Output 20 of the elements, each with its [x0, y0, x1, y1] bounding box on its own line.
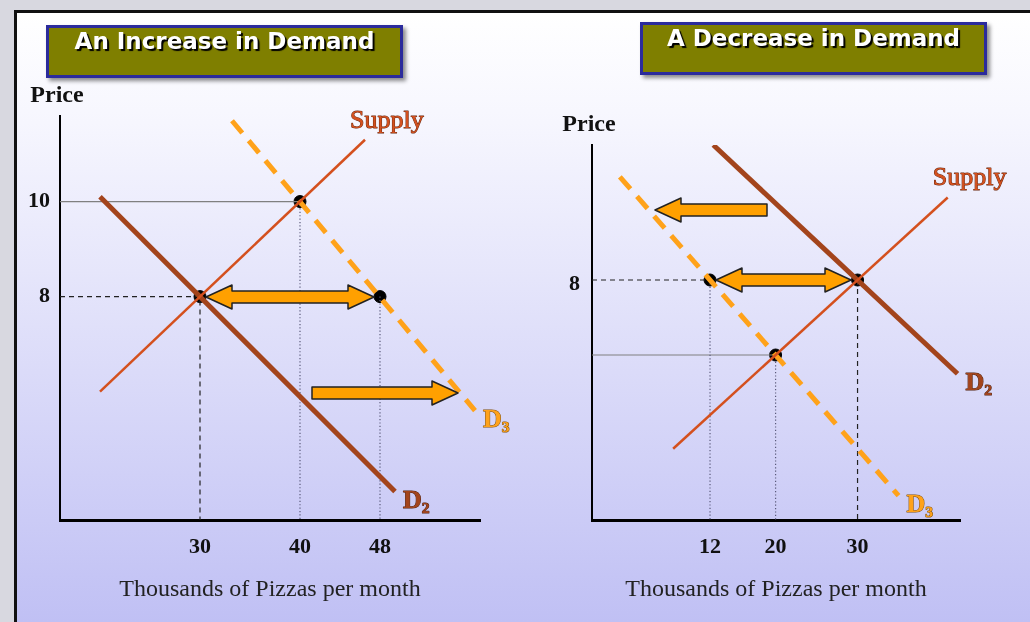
series-label: D₂ — [403, 485, 430, 515]
x-tick-label: 12 — [699, 532, 722, 558]
y-axis-title: Price — [30, 81, 84, 108]
x-tick-label: 30 — [846, 532, 869, 558]
x-tick-label: 40 — [289, 532, 311, 558]
x-tick-label: 20 — [764, 532, 787, 558]
y-axis-title: Price — [562, 110, 616, 137]
series-label: D₃ — [906, 489, 934, 519]
chart-title: An Increase in Demand — [46, 25, 403, 78]
series-label: Supply — [350, 104, 424, 134]
series-label: D₂ — [965, 367, 993, 397]
x-tick-label: 48 — [369, 532, 391, 558]
series-label: Supply — [932, 162, 1007, 192]
series-label: D₃ — [483, 404, 510, 434]
y-tick-label: 10 — [28, 187, 50, 213]
x-axis-title: Thousands of Pizzas per month — [625, 574, 927, 601]
text: 8 — [569, 269, 580, 295]
x-axis-title: Thousands of Pizzas per month — [119, 574, 421, 601]
x-tick-label: 30 — [189, 532, 211, 558]
chart-title: A Decrease in Demand — [640, 22, 987, 75]
